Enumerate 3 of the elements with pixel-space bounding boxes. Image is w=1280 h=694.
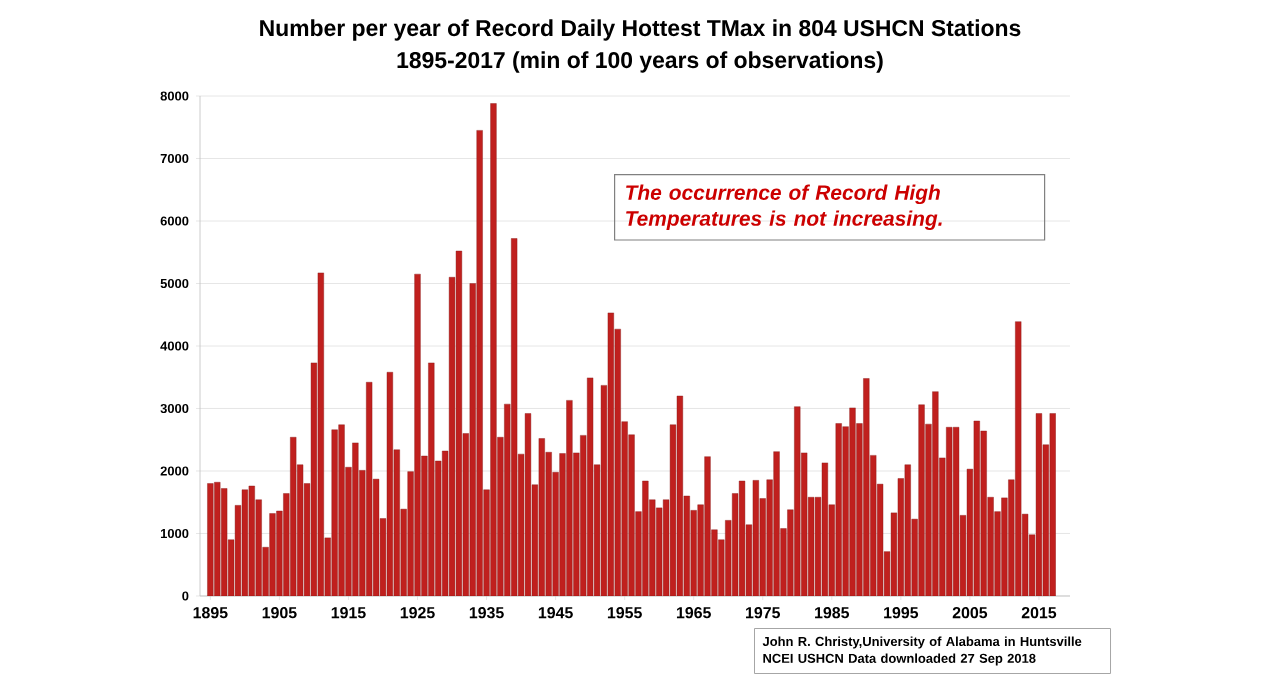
chart-title: Number per year of Record Daily Hottest TMax in 804 USHCN Stations <box>260 19 1021 41</box>
annotation: The occurrence of Record High Temperatures is not increasing. <box>626 184 942 230</box>
chart-subtitle: 1895-2017 (min of 100 years of observations) <box>397 51 883 73</box>
